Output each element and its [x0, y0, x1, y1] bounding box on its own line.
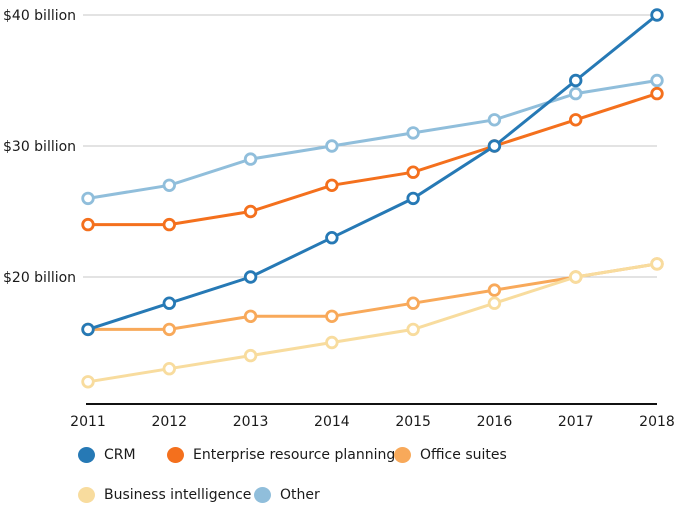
data-point — [650, 257, 664, 271]
y-tick-label: $40 billion — [3, 8, 76, 24]
data-point — [487, 283, 502, 297]
data-point — [650, 8, 664, 22]
legend-item-enterprise-resource-planning: Enterprise resource planning — [167, 447, 395, 463]
legend-item-business-intelligence: Business intelligence — [78, 487, 251, 503]
data-point — [406, 165, 420, 179]
x-tick-label: 2015 — [395, 414, 431, 430]
data-point — [406, 322, 420, 337]
series-enterprise-resource-planning — [81, 86, 664, 232]
data-point — [162, 178, 176, 193]
legend-label: Enterprise resource planning — [193, 447, 396, 463]
data-point — [325, 335, 339, 350]
series-crm — [81, 8, 664, 337]
data-point — [325, 230, 339, 245]
data-point — [162, 322, 176, 337]
data-point — [406, 296, 420, 310]
legend-item-crm: CRM — [78, 447, 136, 463]
x-tick-label: 2012 — [151, 414, 187, 430]
data-point — [325, 139, 339, 153]
data-point — [487, 139, 502, 153]
data-point — [487, 296, 502, 310]
legend-swatch — [78, 447, 95, 463]
data-point — [406, 191, 420, 206]
series-line — [87, 262, 658, 384]
data-point — [243, 152, 258, 166]
data-point — [243, 309, 258, 324]
series-line — [88, 92, 658, 227]
x-tick-label: 2011 — [70, 414, 106, 430]
x-tick-label: 2018 — [639, 414, 675, 430]
legend-label: Business intelligence — [104, 487, 252, 503]
series-line — [87, 13, 658, 331]
legend-item-other: Other — [254, 487, 320, 503]
data-point — [569, 270, 583, 284]
series-line — [88, 262, 658, 331]
data-point — [162, 362, 176, 376]
series-line — [87, 79, 658, 200]
data-point — [162, 296, 176, 310]
data-point — [650, 73, 664, 88]
data-point — [569, 113, 583, 127]
data-point — [81, 375, 95, 389]
data-point — [650, 86, 664, 101]
legend-swatch — [254, 487, 271, 503]
data-point — [569, 73, 583, 88]
data-point — [81, 322, 95, 337]
legend-swatch — [78, 487, 95, 503]
legend-label: CRM — [104, 447, 136, 463]
data-point — [81, 217, 95, 232]
data-point — [569, 86, 583, 101]
x-tick-label: 2016 — [477, 414, 513, 430]
data-point — [243, 270, 258, 284]
legend-item-office-suites: Office suites — [394, 447, 507, 463]
legend-swatch — [167, 447, 184, 463]
x-tick-label: 2014 — [314, 414, 350, 430]
x-tick-label: 2017 — [558, 414, 594, 430]
data-point — [243, 204, 258, 219]
y-tick-label: $30 billion — [3, 139, 76, 155]
series-other — [81, 73, 664, 206]
series-business-intelligence — [81, 257, 664, 389]
x-tick-label: 2013 — [233, 414, 269, 430]
y-tick-label: $20 billion — [3, 270, 76, 286]
data-point — [162, 217, 176, 232]
legend-label: Other — [280, 487, 320, 503]
data-point — [406, 126, 420, 140]
data-point — [325, 309, 339, 324]
data-point — [81, 191, 95, 206]
legend-label: Office suites — [420, 447, 507, 463]
data-point — [487, 113, 502, 127]
data-point — [243, 348, 258, 363]
data-point — [325, 178, 339, 193]
legend-swatch — [394, 447, 411, 463]
